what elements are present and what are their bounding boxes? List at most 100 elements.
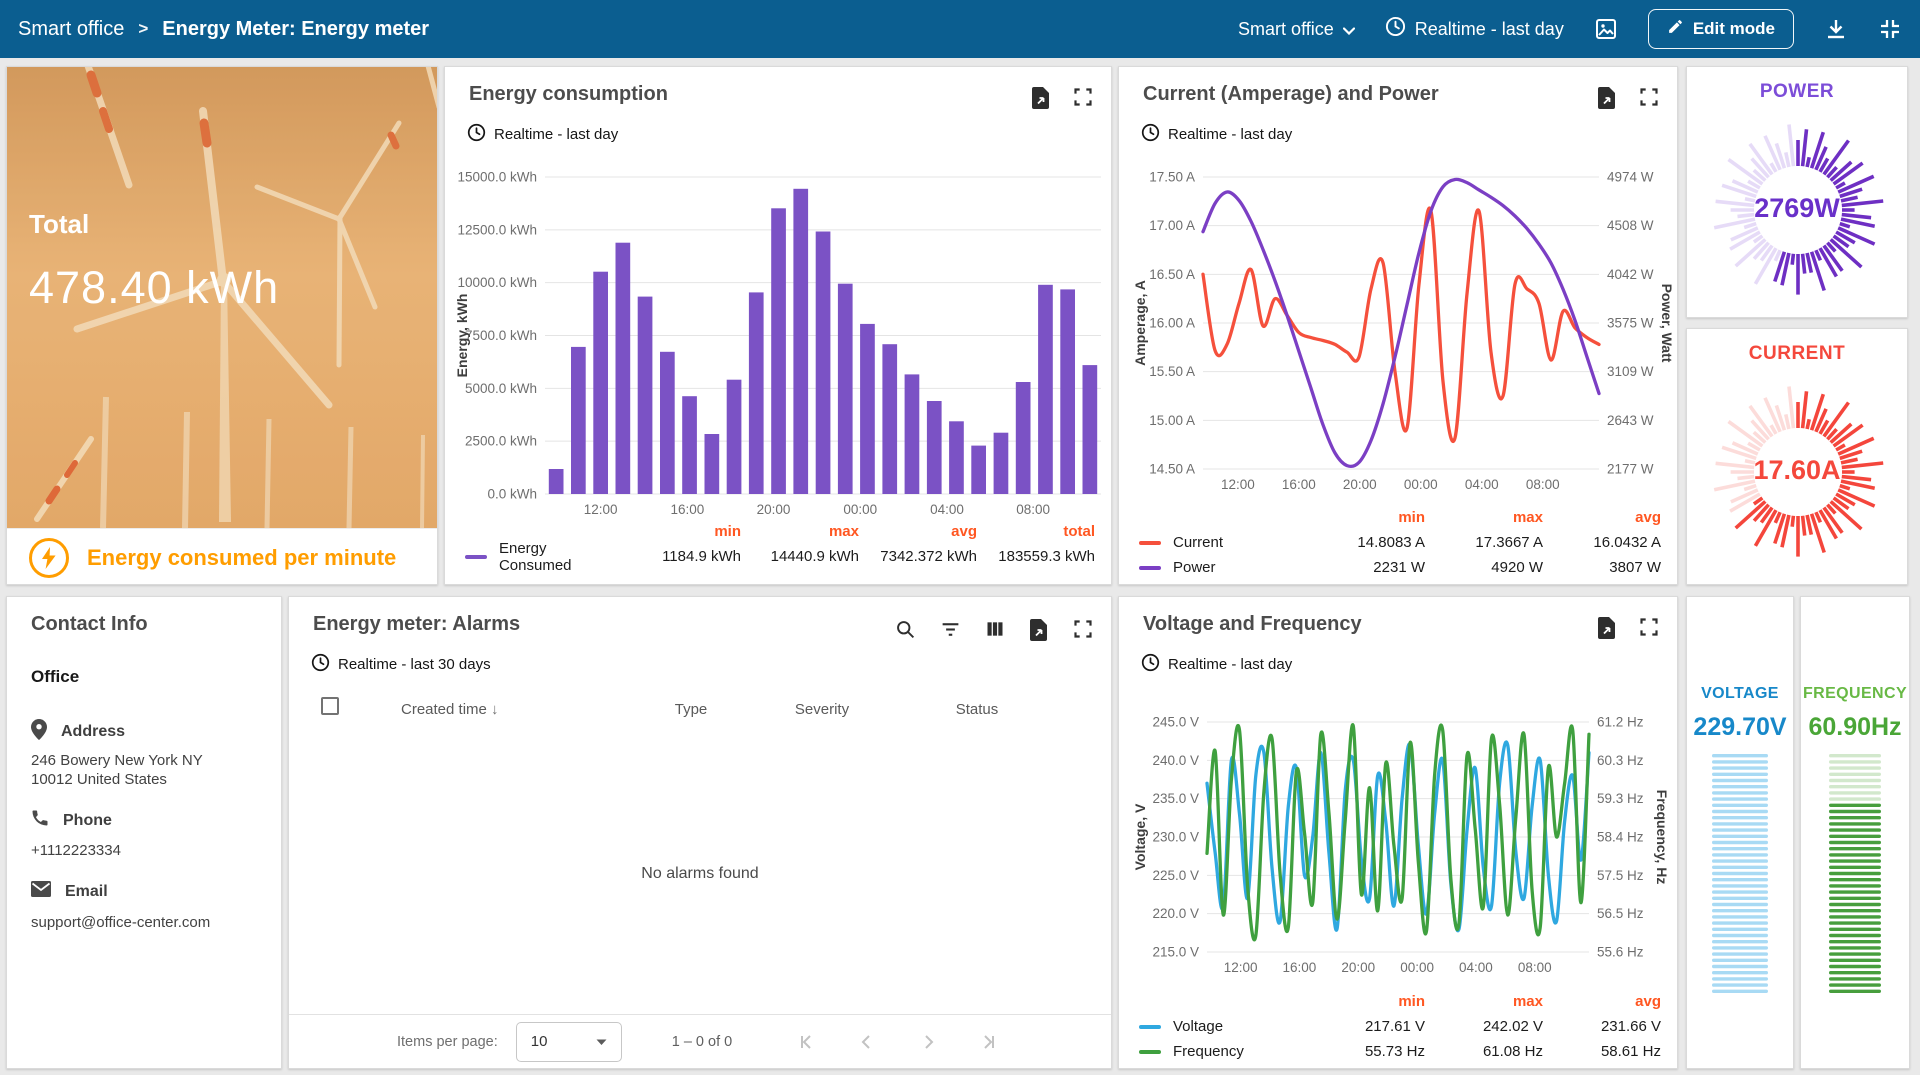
svg-text:16:00: 16:00 <box>1282 477 1316 492</box>
entity-select[interactable]: Smart office <box>1238 19 1355 40</box>
svg-text:Voltage, V: Voltage, V <box>1132 803 1148 870</box>
select-all-checkbox[interactable] <box>321 697 339 715</box>
svg-text:58.4 Hz: 58.4 Hz <box>1597 830 1644 845</box>
panel-energy-consumption: Energy consumption Realtime - last day 1… <box>444 66 1112 585</box>
stat-column-avg: avg <box>1543 509 1661 526</box>
voltage-frequency-chart[interactable]: 245.0 V61.2 Hz240.0 V60.3 Hz235.0 V59.3 … <box>1119 707 1678 985</box>
column-severity[interactable]: Severity <box>779 701 865 718</box>
stat-value: 183559.3 kWh <box>977 548 1095 565</box>
legend-item[interactable]: Frequency <box>1139 1043 1307 1060</box>
svg-text:15.00 A: 15.00 A <box>1149 413 1195 428</box>
panel-title: Energy consumption <box>469 83 668 106</box>
legend-stats: minmaxavgtotalEnergy Consumed1184.9 kWh1… <box>465 519 1095 569</box>
office-label: Office <box>31 667 79 687</box>
edit-mode-label: Edit mode <box>1693 19 1775 39</box>
stat-value: 217.61 V <box>1307 1018 1425 1035</box>
energy-consumption-chart[interactable]: 15000.0 kWh12500.0 kWh10000.0 kWh7500.0 … <box>445 162 1112 522</box>
panel-title: Contact Info <box>31 613 148 636</box>
svg-text:Amperage, A: Amperage, A <box>1132 280 1148 366</box>
export-icon[interactable] <box>1597 87 1617 109</box>
legend-item[interactable]: Power <box>1139 559 1307 576</box>
column-type[interactable]: Type <box>655 701 727 718</box>
breadcrumb: Smart office > Energy Meter: Energy mete… <box>18 18 429 41</box>
svg-text:00:00: 00:00 <box>1400 960 1434 975</box>
timewindow-label: Realtime - last day <box>1168 656 1292 673</box>
legend-row: Current14.8083 A17.3667 A16.0432 A <box>1139 530 1661 555</box>
timewindow-row[interactable]: Realtime - last day <box>1141 123 1292 146</box>
legend-label: Energy Consumed <box>499 540 623 574</box>
stat-column-total: total <box>977 523 1095 540</box>
fullscreen-icon[interactable] <box>1073 87 1093 109</box>
search-icon[interactable] <box>895 619 916 641</box>
svg-text:245.0 V: 245.0 V <box>1152 715 1199 730</box>
fullscreen-icon[interactable] <box>1639 617 1659 639</box>
svg-text:2500.0 kWh: 2500.0 kWh <box>465 434 537 449</box>
svg-text:59.3 Hz: 59.3 Hz <box>1597 791 1644 806</box>
svg-text:61.2 Hz: 61.2 Hz <box>1597 715 1644 730</box>
download-icon[interactable] <box>1824 17 1848 41</box>
edit-mode-button[interactable]: Edit mode <box>1648 9 1794 49</box>
panel-voltage-gauge: VOLTAGE 229.70V <box>1686 596 1794 1069</box>
next-page-icon[interactable] <box>916 1030 940 1054</box>
svg-text:230.0 V: 230.0 V <box>1152 830 1199 845</box>
stat-value: 1184.9 kWh <box>623 548 741 565</box>
voltage-frequency-svg: 245.0 V61.2 Hz240.0 V60.3 Hz235.0 V59.3 … <box>1119 707 1678 985</box>
svg-text:4042 W: 4042 W <box>1607 267 1654 282</box>
legend-label: Frequency <box>1173 1043 1244 1060</box>
first-page-icon[interactable] <box>794 1030 818 1054</box>
phone-row: Phone <box>31 809 112 832</box>
column-created-time[interactable]: Created time ↓ <box>401 701 499 718</box>
panel-contact-info: Contact Info Office Address 246 Bowery N… <box>6 596 282 1069</box>
legend-swatch <box>1139 566 1161 570</box>
timewindow-label: Realtime - last day <box>1415 19 1564 40</box>
fullscreen-icon[interactable] <box>1639 87 1659 109</box>
svg-text:08:00: 08:00 <box>1518 960 1552 975</box>
svg-text:04:00: 04:00 <box>1465 477 1499 492</box>
background-image-icon[interactable] <box>1594 17 1618 41</box>
legend-swatch <box>465 555 487 559</box>
legend-item[interactable]: Current <box>1139 534 1307 551</box>
legend-row: Frequency55.73 Hz61.08 Hz58.61 Hz <box>1139 1039 1661 1064</box>
current-power-chart[interactable]: 17.50 A4974 W17.00 A4508 W16.50 A4042 W1… <box>1119 162 1678 502</box>
panel-frequency-gauge: FREQUENCY 60.90Hz <box>1800 596 1910 1069</box>
legend-label: Power <box>1173 559 1216 576</box>
export-icon[interactable] <box>1029 619 1049 641</box>
stat-value: 14.8083 A <box>1307 534 1425 551</box>
stats-header-row: minmaxavg <box>1139 989 1661 1014</box>
last-page-icon[interactable] <box>977 1030 1001 1054</box>
filter-icon[interactable] <box>940 619 961 641</box>
columns-icon[interactable] <box>985 619 1005 641</box>
legend-item[interactable]: Voltage <box>1139 1018 1307 1035</box>
frequency-gauge[interactable] <box>1829 754 1881 1003</box>
fullscreen-icon[interactable] <box>1073 619 1093 641</box>
legend-stats: minmaxavgCurrent14.8083 A17.3667 A16.043… <box>1139 505 1661 580</box>
export-icon[interactable] <box>1031 87 1051 109</box>
svg-text:16.50 A: 16.50 A <box>1149 267 1195 282</box>
panel-power-gauge: POWER 2769W <box>1686 66 1908 318</box>
exit-fullscreen-icon[interactable] <box>1878 17 1902 41</box>
timewindow-label: Realtime - last 30 days <box>338 656 491 673</box>
breadcrumb-root[interactable]: Smart office <box>18 18 124 41</box>
column-status[interactable]: Status <box>933 701 1021 718</box>
svg-text:17.50 A: 17.50 A <box>1149 170 1195 185</box>
no-alarms-text: No alarms found <box>289 865 1111 883</box>
page-size-select[interactable]: 10 <box>516 1022 622 1062</box>
timewindow-row[interactable]: Realtime - last 30 days <box>311 653 491 676</box>
svg-text:Power, Watt: Power, Watt <box>1659 284 1675 363</box>
legend-item[interactable]: Energy Consumed <box>465 540 623 574</box>
voltage-gauge[interactable] <box>1712 754 1768 1003</box>
svg-text:57.5 Hz: 57.5 Hz <box>1597 868 1644 883</box>
prev-page-icon[interactable] <box>855 1030 879 1054</box>
timewindow-row[interactable]: Realtime - last day <box>1141 653 1292 676</box>
pencil-icon <box>1667 18 1684 40</box>
power-gauge-value: 2769W <box>1687 193 1907 224</box>
export-icon[interactable] <box>1597 617 1617 639</box>
timewindow-button[interactable]: Realtime - last day <box>1385 16 1564 42</box>
timewindow-row[interactable]: Realtime - last day <box>467 123 618 146</box>
chevron-down-icon <box>1343 19 1355 40</box>
svg-text:17.00 A: 17.00 A <box>1149 218 1195 233</box>
clock-icon <box>1141 123 1160 146</box>
stat-value: 55.73 Hz <box>1307 1043 1425 1060</box>
breadcrumb-current: Energy Meter: Energy meter <box>162 18 429 41</box>
stat-value: 16.0432 A <box>1543 534 1661 551</box>
